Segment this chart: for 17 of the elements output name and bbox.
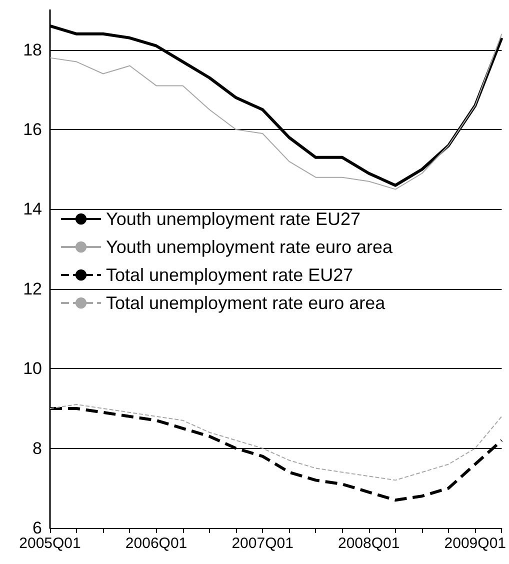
x-tick-label: 2006Q01 — [125, 535, 188, 552]
y-tick-label: 18 — [23, 40, 42, 60]
y-tick-label: 16 — [23, 120, 42, 140]
y-tick-label: 10 — [23, 359, 42, 378]
y-tick-label: 6 — [32, 518, 42, 538]
x-tick-label: 2007Q01 — [232, 535, 294, 552]
legend-label: Youth unemployment rate euro area — [106, 237, 394, 257]
legend-label: Total unemployment rate euro area — [106, 293, 386, 313]
legend-label: Youth unemployment rate EU27 — [106, 209, 360, 229]
x-tick-label: 2008Q01 — [338, 535, 400, 552]
line-series — [50, 404, 502, 481]
y-tick-label: 8 — [32, 438, 42, 458]
y-tick-label: 12 — [23, 279, 42, 298]
legend-label: Total unemployment rate EU27 — [106, 265, 354, 285]
x-tick-label: 2009Q01 — [444, 535, 506, 552]
x-tick-label: 2005Q01 — [19, 535, 81, 552]
y-tick-label: 14 — [23, 200, 42, 219]
